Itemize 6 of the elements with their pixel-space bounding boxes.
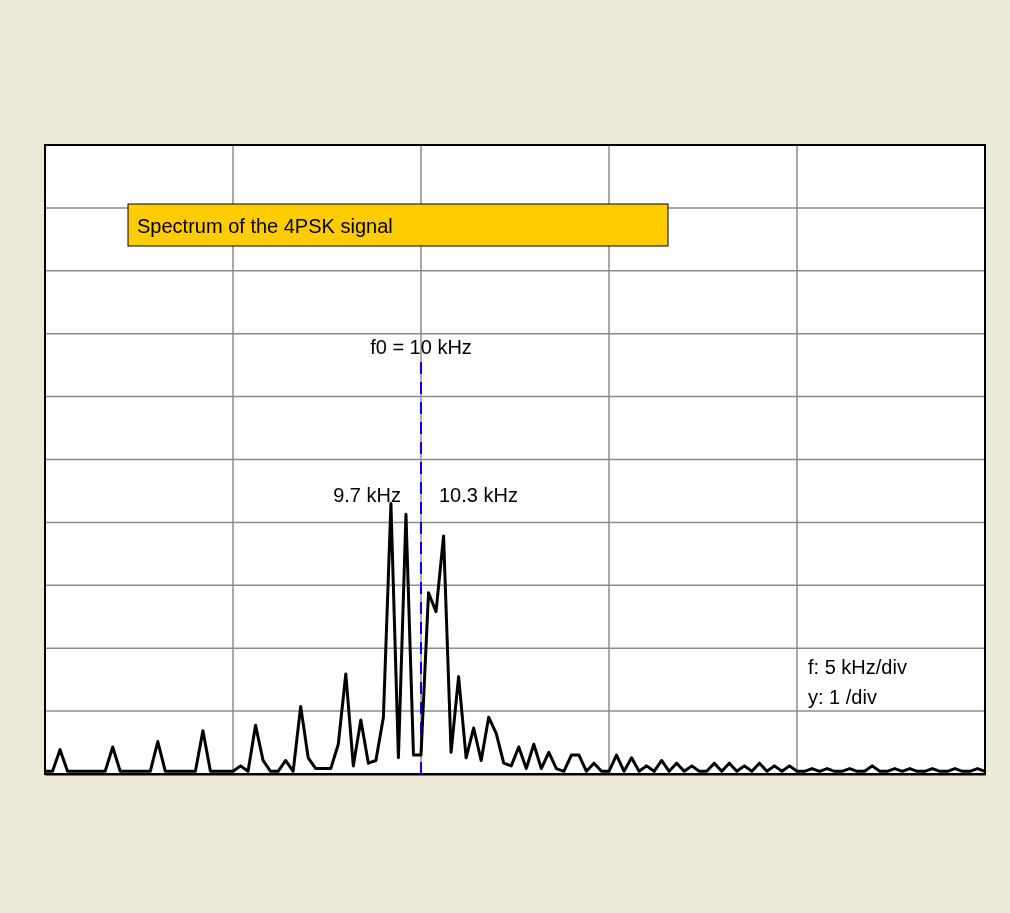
annotation: 10.3 kHz xyxy=(439,484,518,506)
chart-title: Spectrum of the 4PSK signal xyxy=(137,215,393,237)
annotation: f: 5 kHz/div xyxy=(808,656,907,678)
text: f0 = 10 kHz xyxy=(370,336,472,358)
annotation: y: 1 /div xyxy=(808,686,877,708)
annotation: 9.7 kHz xyxy=(333,484,401,506)
